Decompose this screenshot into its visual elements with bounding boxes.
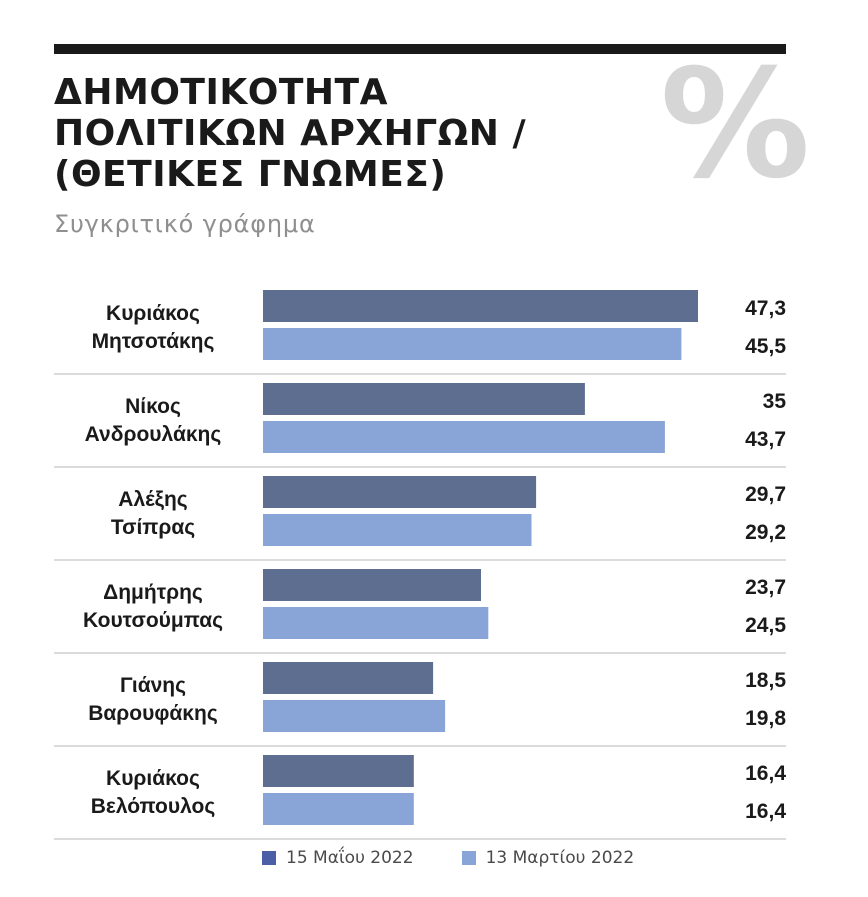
value-label-march-3: 24,5 xyxy=(745,614,786,637)
category-label-0-1: Μητσοτάκης xyxy=(92,330,215,353)
category-label-3-0: Δημήτρης xyxy=(103,581,203,604)
bar-may-5 xyxy=(263,755,414,787)
top-rule xyxy=(54,44,786,54)
value-label-march-2: 29,2 xyxy=(745,521,786,544)
bar-march-3 xyxy=(263,607,489,639)
value-label-may-0: 47,3 xyxy=(745,297,786,320)
legend-item-march: 13 Μαρτίου 2022 xyxy=(461,848,635,868)
value-label-may-5: 16,4 xyxy=(745,762,786,785)
value-label-march-4: 19,8 xyxy=(745,707,786,730)
legend-label-march: 13 Μαρτίου 2022 xyxy=(485,848,635,868)
percent-icon: % xyxy=(660,38,811,212)
bar-may-1 xyxy=(263,383,585,415)
category-label-4-1: Βαρουφάκης xyxy=(88,702,218,725)
chart-title: ΔΗΜΟΤΙΚΟΤΗΤΑ ΠΟΛΙΤΙΚΩΝ ΑΡΧΗΓΩΝ / (ΘΕΤΙΚΕ… xyxy=(54,72,614,195)
bar-march-1 xyxy=(263,421,665,453)
bar-may-3 xyxy=(263,569,481,601)
legend-swatch-may xyxy=(262,851,276,865)
category-label-2-1: Τσίπρας xyxy=(111,516,195,539)
bar-may-4 xyxy=(263,662,434,694)
value-label-may-4: 18,5 xyxy=(745,669,786,692)
bar-may-2 xyxy=(263,476,537,508)
value-label-march-0: 45,5 xyxy=(745,335,786,358)
legend: 15 Μαΐου 2022 13 Μαρτίου 2022 xyxy=(262,846,682,870)
category-label-2-0: Αλέξης xyxy=(118,488,187,511)
chart-subtitle: Συγκριτικό γράφημα xyxy=(54,210,316,238)
category-label-0-0: Κυριάκος xyxy=(106,302,200,325)
legend-label-may: 15 Μαΐου 2022 xyxy=(286,848,414,868)
category-label-1-1: Ανδρουλάκης xyxy=(85,423,222,446)
bar-march-2 xyxy=(263,514,532,546)
category-label-5-1: Βελόπουλος xyxy=(91,795,216,818)
bar-march-0 xyxy=(263,328,682,360)
value-label-march-1: 43,7 xyxy=(745,428,786,451)
bar-march-4 xyxy=(263,700,446,732)
value-label-may-3: 23,7 xyxy=(745,576,786,599)
legend-item-may: 15 Μαΐου 2022 xyxy=(262,848,414,868)
value-label-may-1: 35 xyxy=(763,390,787,413)
title-line-1: ΔΗΜΟΤΙΚΟΤΗΤΑ xyxy=(54,72,388,113)
category-label-1-0: Νίκος xyxy=(125,395,181,418)
bar-may-0 xyxy=(263,290,698,322)
category-label-4-0: Γιάνης xyxy=(120,674,186,697)
bar-march-5 xyxy=(263,793,414,825)
category-label-3-1: Κουτσούμπας xyxy=(83,609,223,632)
title-line-3: (ΘΕΤΙΚΕΣ ΓΝΩΜΕΣ) xyxy=(54,154,447,195)
value-label-may-2: 29,7 xyxy=(745,483,786,506)
title-line-2: ΠΟΛΙΤΙΚΩΝ ΑΡΧΗΓΩΝ / xyxy=(54,113,527,154)
value-label-march-5: 16,4 xyxy=(745,800,786,823)
legend-swatch-march xyxy=(461,851,476,865)
category-label-5-0: Κυριάκος xyxy=(106,767,200,790)
